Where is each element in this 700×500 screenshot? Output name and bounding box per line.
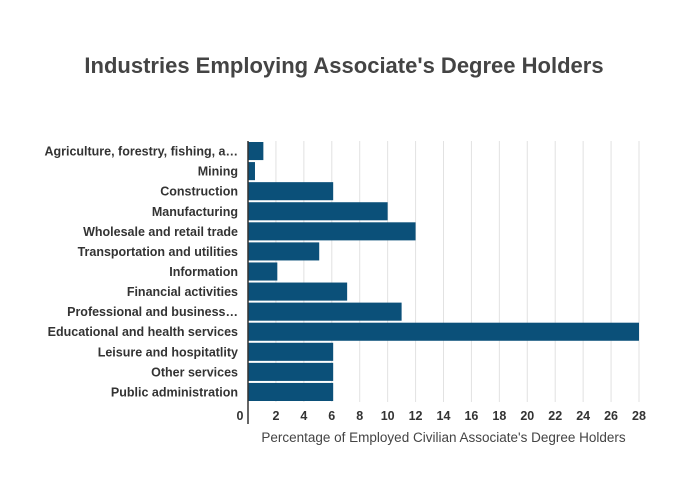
bar-0 <box>248 142 264 161</box>
bar-11 <box>248 362 334 381</box>
x-tick-label-7: 14 <box>437 409 451 423</box>
bar-3 <box>248 202 388 221</box>
bar-9 <box>248 322 639 341</box>
category-label-12: Public administration <box>111 385 238 399</box>
x-tick-label-13: 26 <box>604 409 618 423</box>
category-label-8: Professional and business… <box>67 305 238 319</box>
category-labels: Agriculture, forestry, fishing, a… Mining… <box>44 145 238 400</box>
x-tick-label-10: 20 <box>520 409 534 423</box>
x-tick-label-1: 2 <box>272 409 279 423</box>
category-label-9: Educational and health services <box>48 325 238 339</box>
category-label-3: Manufacturing <box>152 205 238 219</box>
x-tick-label-14: 28 <box>632 409 646 423</box>
bar-12 <box>248 382 334 401</box>
x-tick-label-0: 0 <box>237 409 244 423</box>
category-label-0: Agriculture, forestry, fishing, a… <box>44 145 238 159</box>
x-tick-label-11: 22 <box>548 409 562 423</box>
category-label-2: Construction <box>160 185 238 199</box>
chart-title: Industries Employing Associate's Degree … <box>84 53 604 78</box>
x-axis-title: Percentage of Employed Civilian Associat… <box>261 430 626 445</box>
x-tick-labels: 0 2 4 6 8 10 12 14 16 18 20 22 24 26 28 <box>237 409 646 423</box>
bars <box>248 142 639 401</box>
category-label-1: Mining <box>198 165 238 179</box>
category-label-11: Other services <box>151 365 238 379</box>
x-tick-label-2: 4 <box>300 409 307 423</box>
bar-1 <box>248 162 255 181</box>
category-label-5: Transportation and utilities <box>78 245 238 259</box>
category-label-7: Financial activities <box>127 285 238 299</box>
x-tick-label-8: 16 <box>464 409 478 423</box>
bar-10 <box>248 342 334 361</box>
category-label-4: Wholesale and retail trade <box>83 225 238 239</box>
bar-6 <box>248 262 278 281</box>
x-tick-label-6: 12 <box>409 409 423 423</box>
bar-2 <box>248 182 334 201</box>
x-tick-label-9: 18 <box>492 409 506 423</box>
x-tick-label-4: 8 <box>356 409 363 423</box>
category-label-10: Leisure and hospitatlity <box>98 345 238 359</box>
x-tick-label-3: 6 <box>328 409 335 423</box>
x-tick-label-12: 24 <box>576 409 590 423</box>
x-tick-label-5: 10 <box>381 409 395 423</box>
category-label-6: Information <box>169 265 238 279</box>
bar-4 <box>248 222 416 241</box>
bar-7 <box>248 282 348 301</box>
bar-8 <box>248 302 402 321</box>
bar-5 <box>248 242 320 261</box>
